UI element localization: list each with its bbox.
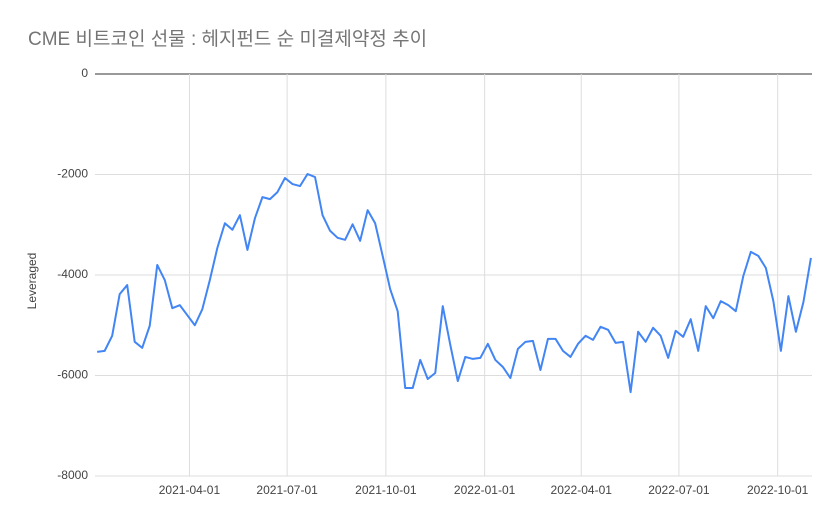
y-axis-label: Leveraged	[25, 253, 39, 310]
chart-title: CME 비트코인 선물 : 헤지펀드 순 미결제약정 추이	[28, 28, 427, 50]
x-tick-label: 2022-01-01	[454, 483, 516, 497]
y-tick-label: 0	[81, 66, 88, 80]
line	[97, 173, 812, 394]
x-tick-label: 2021-04-01	[159, 483, 221, 497]
x-tick-label: 2021-10-01	[355, 483, 417, 497]
x-tick-label: 2022-10-01	[747, 483, 809, 497]
y-tick-label: -2000	[57, 167, 88, 181]
x-tick-label: 2022-07-01	[648, 483, 710, 497]
y-tick-label: -4000	[57, 267, 88, 281]
x-tick-label: 2021-07-01	[256, 483, 318, 497]
x-tick-label: 2022-04-01	[551, 483, 613, 497]
y-tick-label: -8000	[57, 468, 88, 482]
y-tick-label: -6000	[57, 368, 88, 382]
